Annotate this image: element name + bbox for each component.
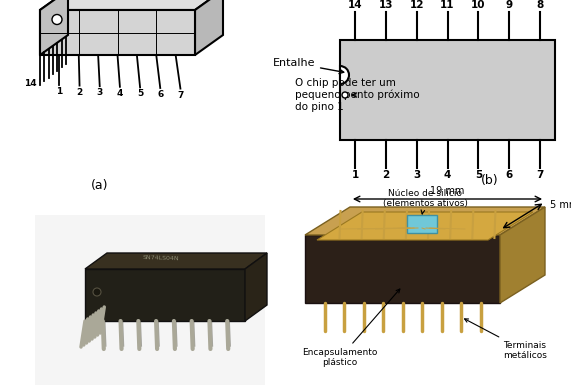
Polygon shape xyxy=(40,0,68,55)
Text: 6: 6 xyxy=(505,170,513,180)
Text: 4: 4 xyxy=(116,89,123,98)
Text: 2: 2 xyxy=(382,170,389,180)
Text: 10: 10 xyxy=(471,0,485,10)
Polygon shape xyxy=(407,215,437,233)
Bar xyxy=(340,40,555,140)
Polygon shape xyxy=(85,253,267,269)
Polygon shape xyxy=(245,253,267,321)
Text: 14: 14 xyxy=(25,78,37,87)
Text: 13: 13 xyxy=(379,0,393,10)
Text: 2: 2 xyxy=(77,87,83,96)
Polygon shape xyxy=(500,207,545,303)
Text: SN74LS04N: SN74LS04N xyxy=(143,255,179,261)
Text: 9: 9 xyxy=(505,0,513,10)
Circle shape xyxy=(93,288,101,296)
Text: 8: 8 xyxy=(536,0,544,10)
Wedge shape xyxy=(340,66,349,84)
Text: 12: 12 xyxy=(409,0,424,10)
Text: Encapsulamento
plástico: Encapsulamento plástico xyxy=(302,289,400,367)
Polygon shape xyxy=(305,235,500,303)
Text: (b): (b) xyxy=(481,174,499,187)
Text: Núcleo de silício
(elementos ativos): Núcleo de silício (elementos ativos) xyxy=(383,189,468,214)
Text: 4: 4 xyxy=(444,170,451,180)
Text: 3: 3 xyxy=(413,170,420,180)
Polygon shape xyxy=(317,212,533,240)
Text: 5 mm: 5 mm xyxy=(550,200,571,210)
Polygon shape xyxy=(305,207,545,235)
Text: 19 mm: 19 mm xyxy=(431,186,465,196)
Text: 3: 3 xyxy=(96,88,103,97)
Polygon shape xyxy=(85,269,245,321)
Text: 14: 14 xyxy=(348,0,363,10)
Text: O chip pode ter um
pequeno ponto próximo
do pino 1: O chip pode ter um pequeno ponto próximo… xyxy=(295,78,420,112)
Circle shape xyxy=(342,92,348,98)
Text: 6: 6 xyxy=(157,90,163,99)
Text: (a): (a) xyxy=(91,178,108,192)
Text: 7: 7 xyxy=(177,91,184,100)
Text: 11: 11 xyxy=(440,0,455,10)
Text: 1: 1 xyxy=(351,170,359,180)
Polygon shape xyxy=(195,0,223,55)
Text: 1: 1 xyxy=(57,87,62,96)
Text: 5: 5 xyxy=(475,170,482,180)
Bar xyxy=(35,215,265,385)
Polygon shape xyxy=(40,0,223,10)
Text: 5: 5 xyxy=(137,89,143,98)
Text: 7: 7 xyxy=(536,170,544,180)
Polygon shape xyxy=(40,10,195,55)
Circle shape xyxy=(52,15,62,25)
Text: Terminais
metálicos: Terminais metálicos xyxy=(465,319,547,360)
Text: Entalhe: Entalhe xyxy=(272,58,344,74)
